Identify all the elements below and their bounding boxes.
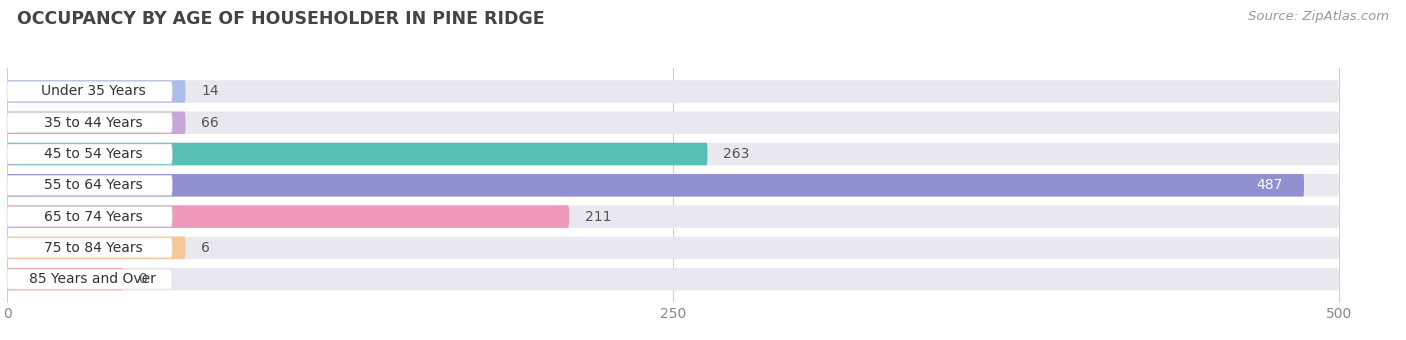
FancyBboxPatch shape [7,268,122,290]
FancyBboxPatch shape [7,205,569,228]
Text: 85 Years and Over: 85 Years and Over [30,272,156,286]
Text: 65 to 74 Years: 65 to 74 Years [44,209,142,224]
Text: 487: 487 [1257,178,1282,192]
Text: 6: 6 [201,241,211,255]
FancyBboxPatch shape [7,268,1339,290]
FancyBboxPatch shape [7,237,1339,259]
Text: 211: 211 [585,209,612,224]
FancyBboxPatch shape [7,205,1339,228]
Text: Source: ZipAtlas.com: Source: ZipAtlas.com [1249,10,1389,23]
Text: 45 to 54 Years: 45 to 54 Years [44,147,142,161]
Text: 0: 0 [139,272,148,286]
FancyBboxPatch shape [7,237,186,259]
FancyBboxPatch shape [7,143,707,165]
FancyBboxPatch shape [7,175,172,195]
Text: 35 to 44 Years: 35 to 44 Years [44,116,142,130]
FancyBboxPatch shape [7,82,172,101]
Text: 263: 263 [724,147,749,161]
FancyBboxPatch shape [7,174,1339,197]
FancyBboxPatch shape [7,80,186,103]
FancyBboxPatch shape [7,207,172,226]
Text: 14: 14 [201,84,219,99]
FancyBboxPatch shape [7,112,186,134]
FancyBboxPatch shape [7,269,172,289]
Text: 55 to 64 Years: 55 to 64 Years [44,178,142,192]
FancyBboxPatch shape [7,80,1339,103]
FancyBboxPatch shape [7,144,172,164]
Text: OCCUPANCY BY AGE OF HOUSEHOLDER IN PINE RIDGE: OCCUPANCY BY AGE OF HOUSEHOLDER IN PINE … [17,10,544,28]
FancyBboxPatch shape [7,174,1303,197]
FancyBboxPatch shape [7,113,172,133]
Text: 66: 66 [201,116,219,130]
FancyBboxPatch shape [7,112,1339,134]
Text: Under 35 Years: Under 35 Years [41,84,145,99]
FancyBboxPatch shape [7,238,172,258]
Text: 75 to 84 Years: 75 to 84 Years [44,241,142,255]
FancyBboxPatch shape [7,143,1339,165]
